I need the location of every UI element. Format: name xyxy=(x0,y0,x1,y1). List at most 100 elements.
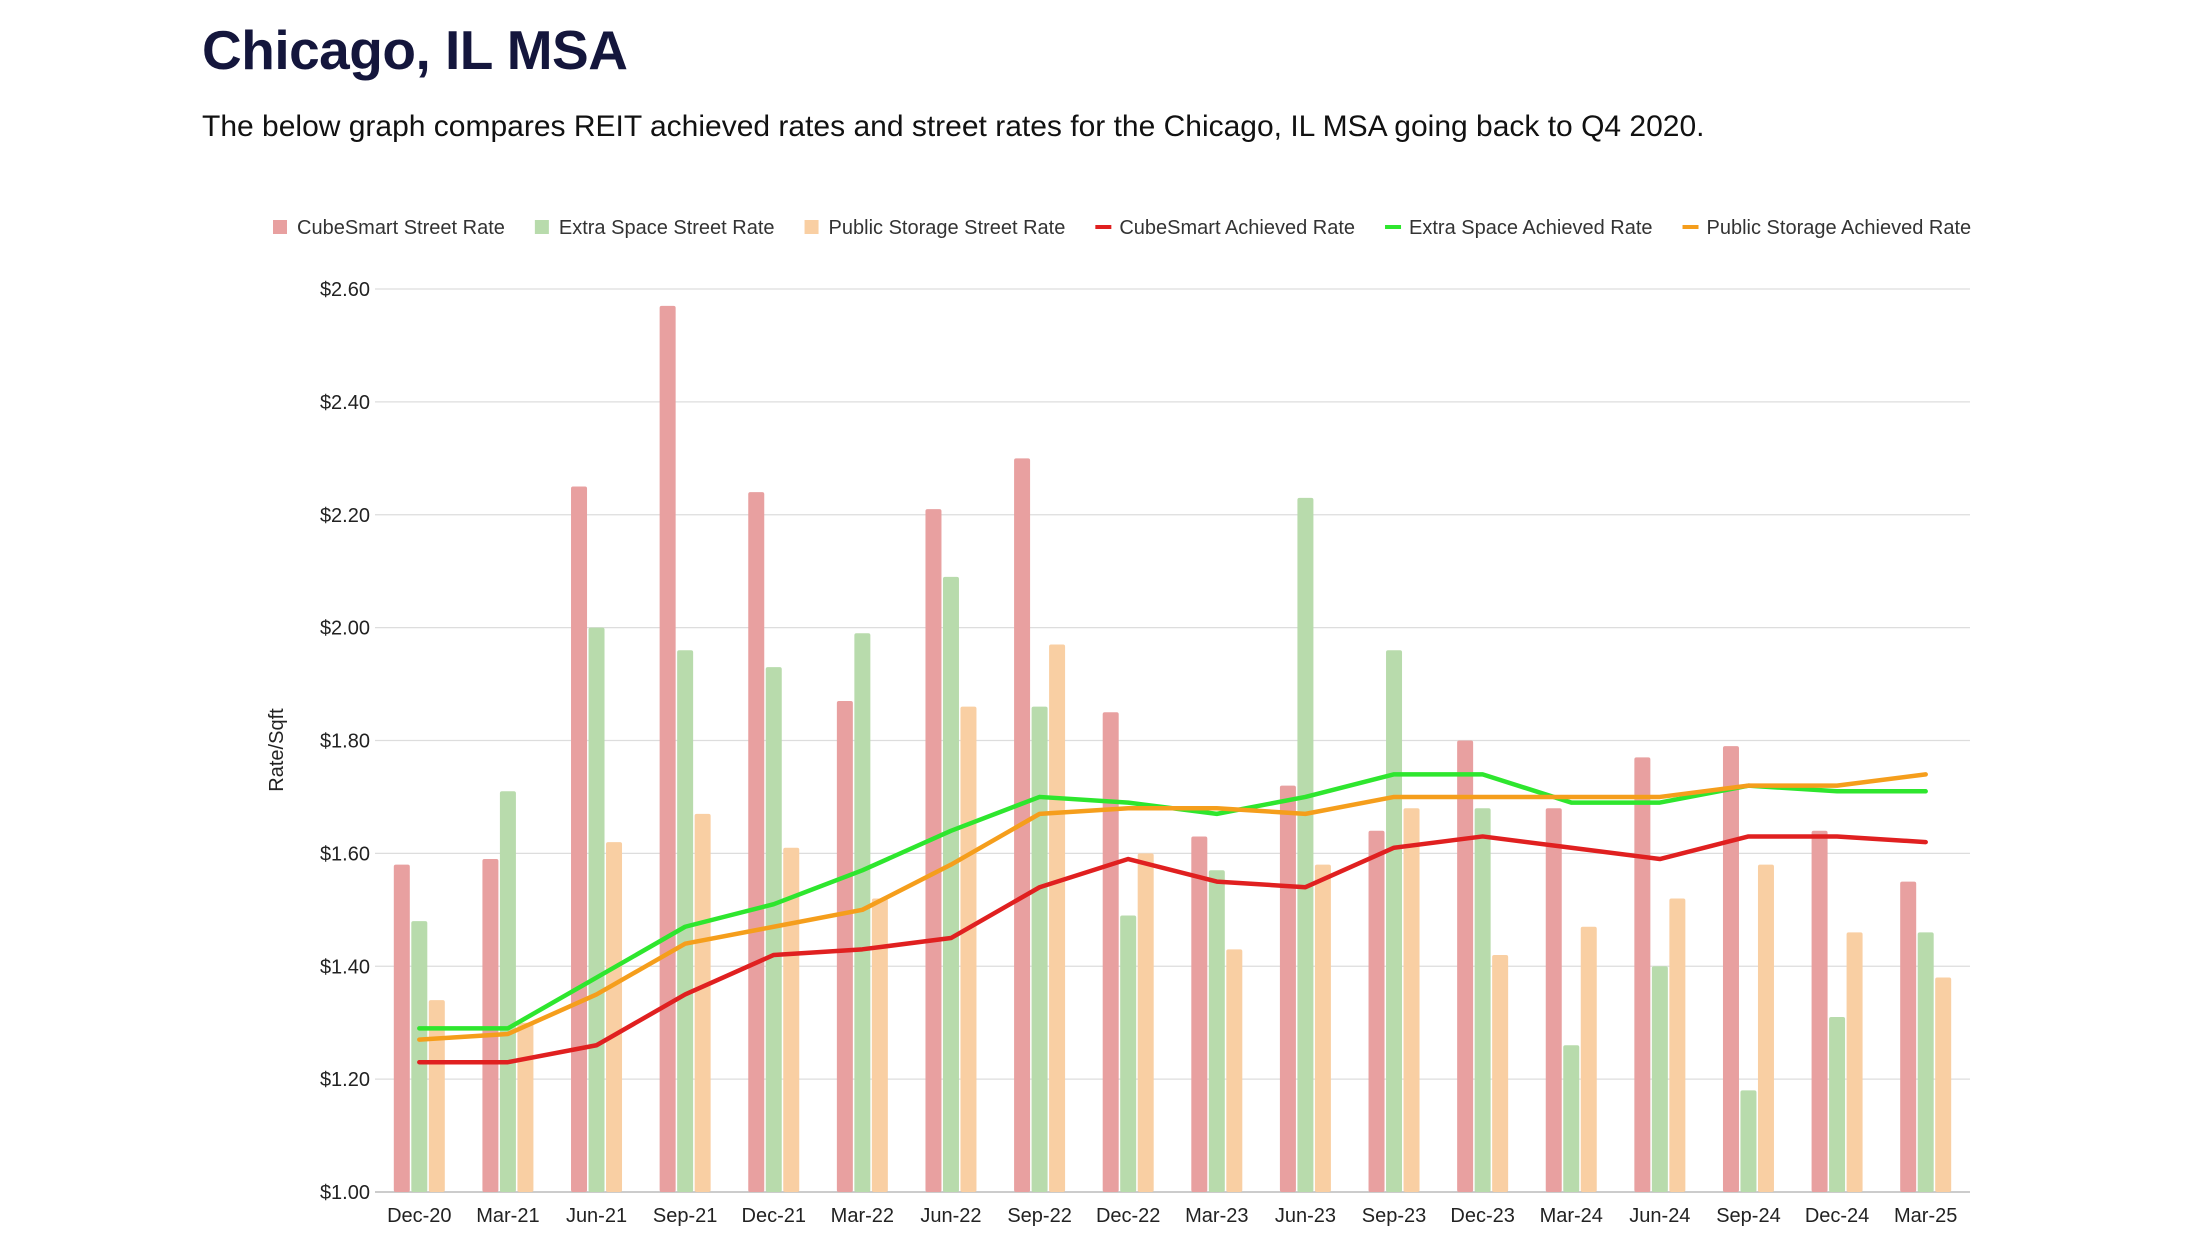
bar-public-storage-street-rate xyxy=(871,898,888,1192)
bar-cubesmart-street-rate xyxy=(1368,830,1385,1192)
x-tick-label: Jun-22 xyxy=(920,1205,981,1227)
bar-extra-space-street-rate xyxy=(942,576,959,1192)
bar-extra-space-street-rate xyxy=(1829,1017,1846,1192)
bar-cubesmart-street-rate xyxy=(393,864,410,1192)
bar-cubesmart-street-rate xyxy=(1191,836,1208,1192)
bar-public-storage-street-rate xyxy=(1226,949,1243,1192)
x-tick-label: Sep-21 xyxy=(653,1205,718,1227)
line-series-group xyxy=(417,772,1928,1065)
bar-cubesmart-street-rate xyxy=(1545,808,1562,1192)
page-subtitle: The below graph compares REIT achieved r… xyxy=(202,110,1705,143)
y-tick-label: $1.60 xyxy=(320,843,370,865)
bar-public-storage-street-rate xyxy=(1314,864,1331,1192)
bar-extra-space-street-rate xyxy=(588,627,605,1192)
x-axis: Dec-20 Mar-21 Jun-21 Sep-21 Dec-21 Mar-22 Jun-… xyxy=(387,1205,1957,1227)
x-tick-label: Mar-22 xyxy=(831,1205,894,1227)
bar-extra-space-street-rate xyxy=(1386,650,1403,1192)
legend-label: CubeSmart Street Rate xyxy=(297,217,505,239)
x-tick-label: Jun-24 xyxy=(1629,1205,1690,1227)
legend-item: Extra Space Achieved Rate xyxy=(1385,217,1653,239)
bar-series-group xyxy=(393,305,1952,1193)
bar-public-storage-street-rate xyxy=(1403,808,1420,1192)
y-tick-label: $2.00 xyxy=(320,618,370,640)
legend-item: Extra Space Street Rate xyxy=(534,217,775,239)
bar-extra-space-street-rate xyxy=(1297,497,1314,1193)
bar-cubesmart-street-rate xyxy=(1900,881,1917,1192)
y-axis: $1.00 $1.20 $1.40 $1.60 $1.80 $2.00 $2.20 $2.40… xyxy=(320,279,370,1204)
bar-cubesmart-street-rate xyxy=(1811,830,1828,1192)
bar-public-storage-street-rate xyxy=(1846,932,1863,1192)
y-axis-title: Rate/Sqft xyxy=(266,708,288,792)
y-tick-label: $1.40 xyxy=(320,956,370,978)
x-tick-label: Mar-21 xyxy=(476,1205,539,1227)
bar-extra-space-street-rate xyxy=(1031,706,1048,1192)
x-tick-label: Mar-24 xyxy=(1540,1205,1603,1227)
bar-cubesmart-street-rate xyxy=(482,859,499,1192)
legend-label: Public Storage Street Rate xyxy=(829,217,1066,239)
x-tick-label: Sep-24 xyxy=(1716,1205,1781,1227)
y-tick-label: $2.60 xyxy=(320,279,370,301)
bar-public-storage-street-rate xyxy=(1492,954,1509,1192)
legend-swatch xyxy=(273,220,287,234)
bar-extra-space-street-rate xyxy=(1474,808,1491,1192)
chart-legend: CubeSmart Street Rate Extra Space Street … xyxy=(273,217,1971,239)
line-cubesmart-achieved-rate xyxy=(417,834,1928,1065)
bar-extra-space-street-rate xyxy=(1208,870,1225,1192)
bar-cubesmart-street-rate xyxy=(1634,757,1651,1192)
bar-public-storage-street-rate xyxy=(517,1022,534,1192)
y-tick-label: $1.80 xyxy=(320,731,370,753)
x-tick-label: Dec-23 xyxy=(1450,1205,1514,1227)
legend-item: CubeSmart Achieved Rate xyxy=(1095,217,1355,239)
legend-label: Extra Space Street Rate xyxy=(559,217,775,239)
bar-public-storage-street-rate xyxy=(606,842,623,1192)
bar-public-storage-street-rate xyxy=(783,847,800,1192)
legend-swatch xyxy=(534,220,549,234)
x-tick-label: Jun-23 xyxy=(1275,1205,1336,1227)
bar-public-storage-street-rate xyxy=(1137,853,1154,1192)
x-tick-label: Mar-23 xyxy=(1185,1205,1248,1227)
x-tick-label: Dec-24 xyxy=(1805,1205,1869,1227)
bar-public-storage-street-rate xyxy=(1669,898,1686,1192)
bar-cubesmart-street-rate xyxy=(659,305,676,1192)
bar-extra-space-street-rate xyxy=(765,667,782,1192)
bar-extra-space-street-rate xyxy=(411,921,428,1192)
x-tick-label: Dec-22 xyxy=(1096,1205,1160,1227)
bar-public-storage-street-rate xyxy=(428,1000,445,1192)
legend-label: Extra Space Achieved Rate xyxy=(1409,217,1652,239)
page-title: Chicago, IL MSA xyxy=(202,19,628,81)
y-tick-label: $2.40 xyxy=(320,392,370,414)
bar-extra-space-street-rate xyxy=(499,791,516,1192)
bar-extra-space-street-rate xyxy=(1740,1090,1757,1192)
bar-extra-space-street-rate xyxy=(1563,1045,1580,1192)
x-tick-label: Dec-20 xyxy=(387,1205,451,1227)
bar-extra-space-street-rate xyxy=(1120,915,1137,1192)
x-tick-label: Jun-21 xyxy=(566,1205,627,1227)
bar-cubesmart-street-rate xyxy=(1279,785,1296,1192)
bar-extra-space-street-rate xyxy=(677,650,694,1192)
line-extra-space-achieved-rate xyxy=(417,772,1928,1031)
legend-item: Public Storage Street Rate xyxy=(804,217,1066,239)
legend-item: Public Storage Achieved Rate xyxy=(1682,217,1971,239)
bar-extra-space-street-rate xyxy=(1917,932,1934,1192)
bar-public-storage-street-rate xyxy=(960,706,977,1192)
x-tick-label: Mar-25 xyxy=(1894,1205,1957,1227)
bar-extra-space-street-rate xyxy=(854,633,871,1192)
legend-swatch xyxy=(804,220,819,234)
bar-cubesmart-street-rate xyxy=(836,700,853,1192)
bar-public-storage-street-rate xyxy=(694,813,711,1192)
bar-cubesmart-street-rate xyxy=(571,486,588,1192)
y-tick-label: $2.20 xyxy=(320,505,370,527)
bar-extra-space-street-rate xyxy=(1651,966,1668,1192)
x-tick-label: Sep-22 xyxy=(1007,1205,1072,1227)
bar-cubesmart-street-rate xyxy=(925,509,942,1192)
bar-public-storage-street-rate xyxy=(1049,644,1066,1192)
bar-cubesmart-street-rate xyxy=(1457,740,1474,1192)
legend-item: CubeSmart Street Rate xyxy=(273,217,505,239)
line-public-storage-achieved-rate xyxy=(417,772,1928,1042)
chart-grid xyxy=(375,288,1970,1193)
bar-cubesmart-street-rate xyxy=(748,492,765,1192)
y-tick-label: $1.20 xyxy=(320,1069,370,1091)
bar-cubesmart-street-rate xyxy=(1722,746,1739,1192)
x-tick-label: Sep-23 xyxy=(1362,1205,1427,1227)
